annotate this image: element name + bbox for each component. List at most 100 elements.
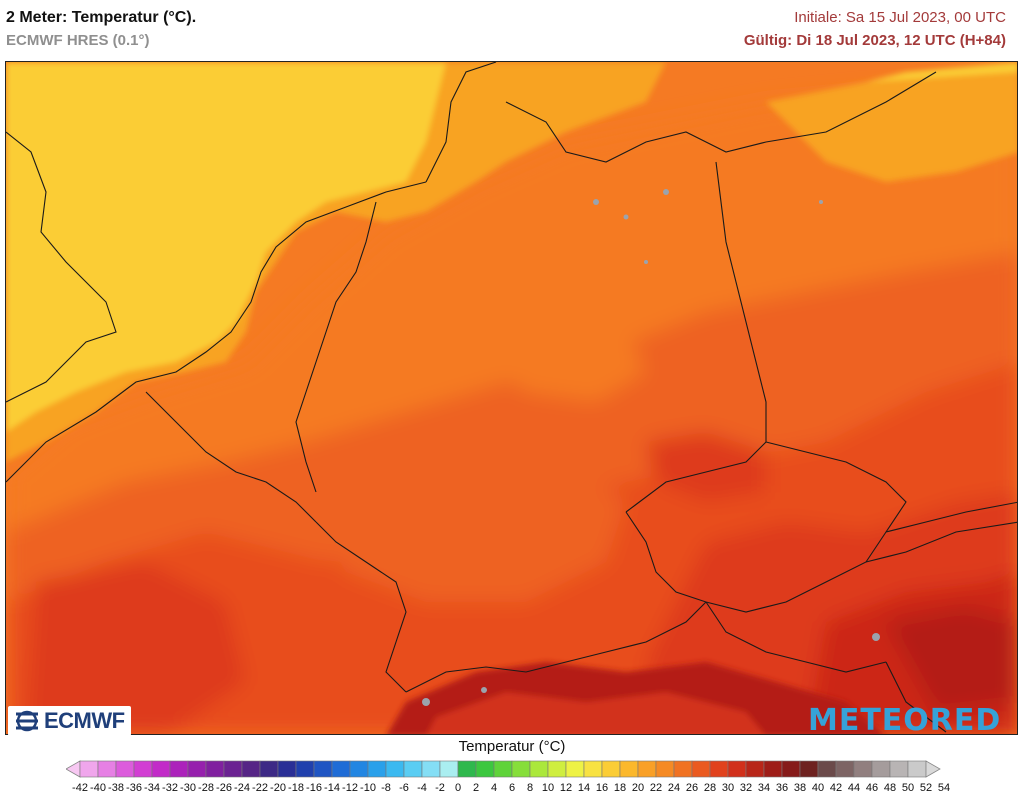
- colorbar-tick-label: -36: [126, 782, 142, 794]
- colorbar-arrow-high: [925, 760, 941, 778]
- colorbar-tick-label: -28: [198, 782, 214, 794]
- colorbar-segment: [511, 760, 531, 778]
- colorbar-tick-label: 44: [847, 782, 861, 794]
- colorbar-tick-label: 14: [577, 782, 591, 794]
- colorbar-tick-label: 0: [454, 782, 462, 794]
- colorbar-segment: [565, 760, 585, 778]
- colorbar-tick-label: 2: [472, 782, 480, 794]
- valid-time: Gültig: Di 18 Jul 2023, 12 UTC (H+84): [743, 32, 1006, 49]
- colorbar-segment: [457, 760, 477, 778]
- colorbar-tick-label: 40: [811, 782, 825, 794]
- colorbar-segment: [79, 760, 99, 778]
- colorbar-segment: [349, 760, 369, 778]
- map-title: 2 Meter: Temperatur (°C).: [6, 9, 197, 26]
- colorbar-tick-label: -40: [90, 782, 106, 794]
- country-borders: [6, 62, 1017, 733]
- colorbar-tick-label: 38: [793, 782, 807, 794]
- colorbar-segment: [907, 760, 927, 778]
- colorbar-segment: [799, 760, 819, 778]
- colorbar-segment: [187, 760, 207, 778]
- colorbar-tick-label: -8: [381, 782, 391, 794]
- colorbar-arrow-low: [66, 760, 81, 778]
- colorbar-tick-label: 22: [649, 782, 663, 794]
- colorbar-segment: [529, 760, 549, 778]
- ecmwf-logo: ECMWF: [8, 706, 131, 736]
- colorbar-tick-label: 16: [595, 782, 609, 794]
- colorbar-segment: [133, 760, 153, 778]
- colorbar-tick-label: 50: [901, 782, 915, 794]
- colorbar-segment: [151, 760, 171, 778]
- colorbar-segment: [673, 760, 693, 778]
- colorbar-tick-label: -6: [399, 782, 409, 794]
- colorbar-tick-label: 46: [865, 782, 879, 794]
- colorbar-segment: [493, 760, 513, 778]
- colorbar-segment: [547, 760, 567, 778]
- colorbar-tick-label: -14: [324, 782, 340, 794]
- ecmwf-logo-text: ECMWF: [44, 708, 125, 733]
- colorbar-segment: [691, 760, 711, 778]
- initial-time: Initiale: Sa 15 Jul 2023, 00 UTC: [794, 9, 1006, 26]
- colorbar-segment: [889, 760, 909, 778]
- colorbar-tick-label: -10: [360, 782, 376, 794]
- colorbar-segment: [169, 760, 189, 778]
- colorbar-tick-label: 24: [667, 782, 681, 794]
- colorbar-tick-label: 34: [757, 782, 771, 794]
- colorbar-tick-label: -18: [288, 782, 304, 794]
- colorbar-tick-label: -16: [306, 782, 322, 794]
- colorbar-segment: [871, 760, 891, 778]
- colorbar-segment: [727, 760, 747, 778]
- ecmwf-mark-icon: [12, 710, 42, 732]
- colorbar-segment: [655, 760, 675, 778]
- colorbar-segment: [709, 760, 729, 778]
- colorbar-segment: [421, 760, 441, 778]
- model-name: ECMWF HRES (0.1°): [6, 32, 150, 49]
- colorbar-tick-label: 48: [883, 782, 897, 794]
- colorbar-segment: [385, 760, 405, 778]
- cool-sea-region: [6, 62, 1017, 462]
- colorbar-tick-label: 6: [508, 782, 516, 794]
- colorbar-segment: [763, 760, 783, 778]
- colorbar-tick-label: 30: [721, 782, 735, 794]
- colorbar-tick-label: 36: [775, 782, 789, 794]
- colorbar-tick-label: -26: [216, 782, 232, 794]
- colorbar-tick-label: 26: [685, 782, 699, 794]
- lakes: [422, 189, 880, 706]
- colorbar-tick-label: 54: [937, 782, 951, 794]
- colorbar-title: Temperatur (°C): [458, 738, 566, 755]
- colorbar-tick-label: -22: [252, 782, 268, 794]
- colorbar-segment: [439, 760, 459, 778]
- colorbar: [66, 760, 941, 778]
- colorbar-segment: [601, 760, 621, 778]
- colorbar-tick-label: 12: [559, 782, 573, 794]
- temperature-map[interactable]: [5, 61, 1018, 735]
- colorbar-segment: [115, 760, 135, 778]
- colorbar-tick-label: -38: [108, 782, 124, 794]
- colorbar-segment: [619, 760, 639, 778]
- colorbar-segment: [817, 760, 837, 778]
- colorbar-tick-label: -32: [162, 782, 178, 794]
- colorbar-segment: [259, 760, 279, 778]
- colorbar-segment: [205, 760, 225, 778]
- colorbar-tick-label: -34: [144, 782, 160, 794]
- colorbar-tick-label: -4: [417, 782, 427, 794]
- colorbar-tick-label: 42: [829, 782, 843, 794]
- colorbar-tick-label: -30: [180, 782, 196, 794]
- colorbar-tick-label: 8: [526, 782, 534, 794]
- temperature-field: [6, 82, 1017, 734]
- colorbar-segment: [853, 760, 873, 778]
- colorbar-tick-label: 52: [919, 782, 933, 794]
- colorbar-tick-label: 20: [631, 782, 645, 794]
- colorbar-tick-label: -24: [234, 782, 250, 794]
- header-right: Initiale: Sa 15 Jul 2023, 00 UTC Gültig:…: [744, 8, 1006, 51]
- colorbar-segment: [403, 760, 423, 778]
- colorbar-segment: [781, 760, 801, 778]
- colorbar-tick-label: -12: [342, 782, 358, 794]
- colorbar-segment: [313, 760, 333, 778]
- colorbar-tick-label: 18: [613, 782, 627, 794]
- colorbar-segment: [295, 760, 315, 778]
- colorbar-segment: [745, 760, 765, 778]
- colorbar-tick-label: -42: [72, 782, 88, 794]
- map-canvas: [6, 62, 1017, 734]
- header-left: 2 Meter: Temperatur (°C). ECMWF HRES (0.…: [6, 8, 196, 51]
- colorbar-segment: [331, 760, 351, 778]
